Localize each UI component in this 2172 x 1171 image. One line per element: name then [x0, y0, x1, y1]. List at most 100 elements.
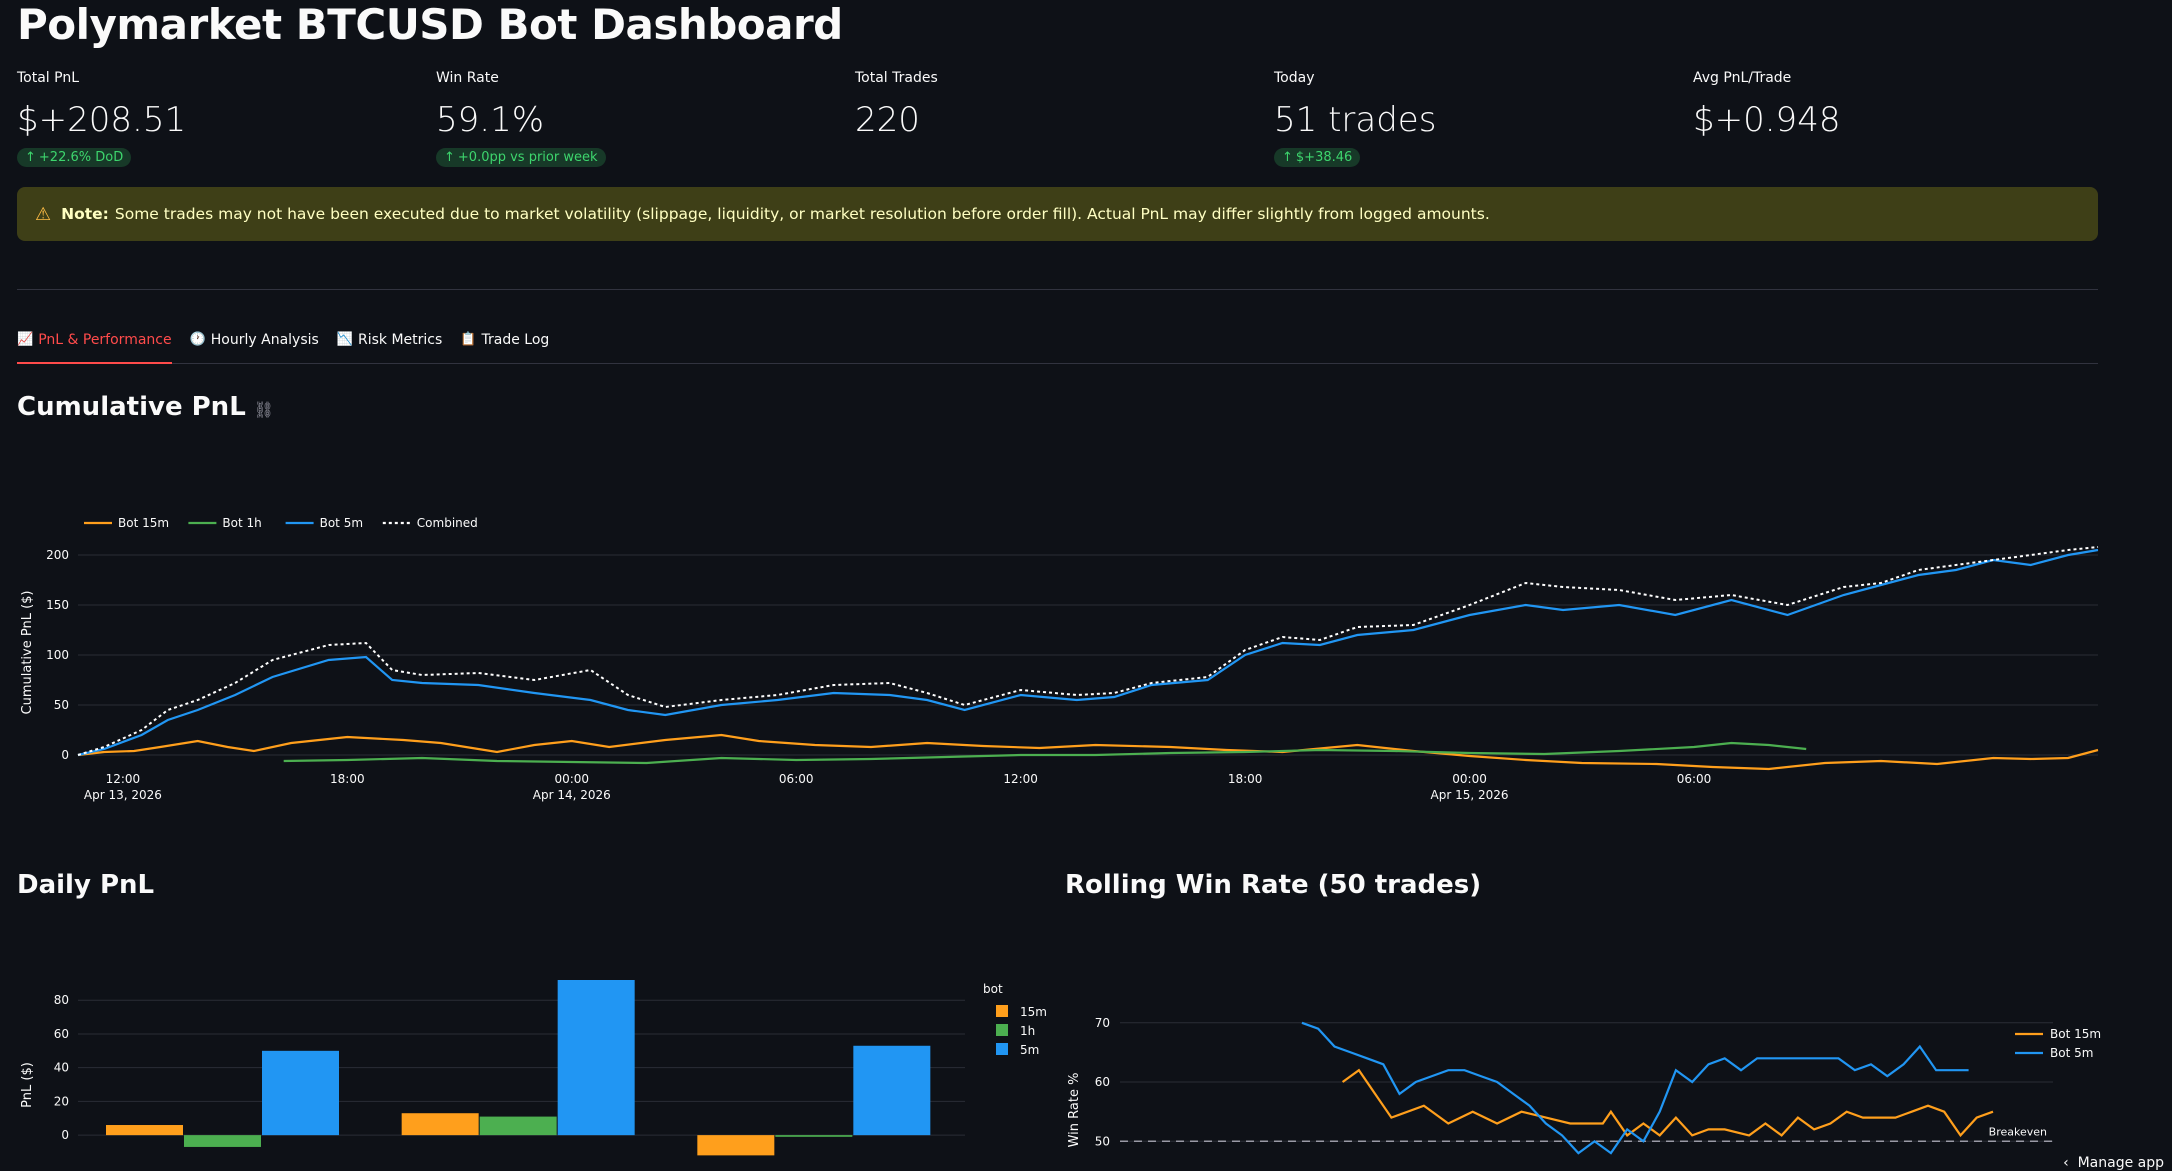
legend-swatch — [996, 1005, 1008, 1017]
legend-label: Bot 1h — [222, 516, 261, 530]
legend-swatch — [996, 1024, 1008, 1036]
link-icon[interactable]: ⛓ — [253, 400, 275, 419]
bar-5m — [557, 980, 635, 1136]
rolling-win-rate-chart[interactable]: 50 60 70 Win Rate % Breakeven Bot 15m Bot 5m — [1060, 1000, 2172, 1171]
legend-label: 1h — [1020, 1024, 1035, 1038]
x-tick-label: 06:00 — [1677, 772, 1712, 786]
legend-label: 15m — [1020, 1005, 1047, 1019]
x-tick-label: Apr 13, 2026 — [84, 788, 162, 802]
metric-label: Total Trades — [855, 70, 938, 86]
arrow-up-icon: ↑ — [444, 150, 455, 165]
metric-delta: ↑ $+38.46 — [1274, 148, 1361, 167]
volatility-warning: ⚠ Note: Some trades may not have been ex… — [17, 187, 2098, 241]
tab-label: Hourly Analysis — [210, 332, 319, 348]
y-axis-label: PnL ($) — [20, 1062, 35, 1108]
daily-pnl-chart[interactable]: 0 20 40 60 80 PnL ($) bot 15m 1h 5m — [0, 975, 1060, 1171]
legend-label: Bot 5m — [320, 516, 363, 530]
tab-pnl-performance[interactable]: 📈 PnL & Performance — [17, 326, 172, 364]
metric-today: Today 51 trades ↑ $+38.46 — [1274, 70, 1674, 167]
bar-5m — [853, 1045, 931, 1136]
legend-label: Bot 5m — [2050, 1046, 2093, 1060]
chart-increasing-icon: 📈 — [17, 332, 34, 347]
legend-title: bot — [983, 982, 1003, 996]
metric-delta-text: +0.0pp vs prior week — [457, 150, 598, 165]
chevron-left-icon: ‹ — [2063, 1155, 2069, 1171]
y-tick-label: 50 — [54, 698, 69, 712]
clock-icon: 🕐 — [189, 332, 206, 347]
metric-delta-text: +22.6% DoD — [38, 150, 124, 165]
x-tick-label: 18:00 — [1228, 772, 1263, 786]
rolling-win-rate-heading: Rolling Win Rate (50 trades) — [1065, 870, 1482, 900]
bar-1h — [479, 1116, 557, 1136]
metric-value: 220 — [855, 100, 920, 140]
series-line-bot-15m — [1341, 1068, 1994, 1138]
metric-delta: ↑ +0.0pp vs prior week — [436, 148, 606, 167]
y-tick-label: 60 — [1095, 1075, 1110, 1089]
metric-label: Win Rate — [436, 70, 499, 86]
y-tick-label: 150 — [46, 598, 69, 612]
divider — [17, 289, 2098, 290]
y-axis-label: Win Rate % — [1067, 1073, 1082, 1148]
warning-text: Some trades may not have been executed d… — [114, 205, 1490, 223]
bar-15m — [106, 1125, 183, 1136]
bar-1h — [184, 1135, 261, 1147]
legend-swatch — [996, 1043, 1008, 1055]
arrow-up-icon: ↑ — [1282, 150, 1293, 165]
cumulative-pnl-chart[interactable]: 0 50 100 150 200 Cumulative PnL ($) 12:00 Apr 1… — [0, 500, 2110, 810]
metric-total-trades: Total Trades 220 — [855, 70, 1255, 140]
y-axis-label: Cumulative PnL ($) — [20, 591, 35, 715]
bar-15m — [401, 1113, 479, 1136]
metric-value: $+208.51 — [17, 100, 187, 140]
metric-label: Today — [1274, 70, 1315, 86]
metric-value: $+0.948 — [1693, 100, 1841, 140]
legend-label: 5m — [1020, 1043, 1039, 1057]
legend-label: Bot 15m — [118, 516, 169, 530]
metric-delta: ↑ +22.6% DoD — [17, 148, 132, 167]
arrow-up-icon: ↑ — [25, 150, 36, 165]
x-tick-label: 12:00 — [106, 772, 141, 786]
metric-delta-text: $+38.46 — [1295, 150, 1353, 165]
bar-5m — [262, 1050, 339, 1136]
tab-trade-log[interactable]: 📋 Trade Log — [460, 326, 549, 364]
x-tick-label: 12:00 — [1003, 772, 1038, 786]
series-line-combined — [77, 546, 2099, 756]
y-tick-label: 80 — [54, 993, 69, 1007]
metric-value: 59.1% — [436, 100, 545, 140]
series-line-bot-5m — [77, 548, 2099, 757]
bar-1h — [775, 1135, 853, 1137]
metric-total-pnl: Total PnL $+208.51 ↑ +22.6% DoD — [17, 70, 417, 167]
y-tick-label: 70 — [1095, 1016, 1110, 1030]
clipboard-icon: 📋 — [460, 332, 477, 347]
y-tick-label: 20 — [54, 1094, 69, 1108]
legend-label: Combined — [417, 516, 478, 530]
tab-risk-metrics[interactable]: 📉 Risk Metrics — [337, 326, 442, 364]
series-line-bot-1h — [283, 741, 1807, 765]
tab-label: PnL & Performance — [38, 332, 172, 348]
bar-15m — [697, 1135, 775, 1156]
daily-pnl-heading: Daily PnL — [17, 870, 155, 900]
metric-win-rate: Win Rate 59.1% ↑ +0.0pp vs prior week — [436, 70, 836, 167]
chart-decreasing-icon: 📉 — [336, 332, 353, 347]
page-title: Polymarket BTCUSD Bot Dashboard — [17, 0, 843, 49]
metric-value: 51 trades — [1274, 100, 1437, 140]
warning-bold: Note: — [61, 205, 109, 223]
metric-avg-pnl: Avg PnL/Trade $+0.948 — [1693, 70, 2093, 140]
breakeven-label: Breakeven — [1989, 1125, 2047, 1138]
y-tick-label: 100 — [46, 648, 69, 662]
y-tick-label: 200 — [46, 548, 69, 562]
cumulative-pnl-heading: Cumulative PnL ⛓ — [17, 392, 274, 422]
x-tick-label: 06:00 — [779, 772, 814, 786]
metric-label: Total PnL — [17, 70, 80, 86]
series-line-bot-5m — [1301, 1021, 1969, 1155]
x-tick-label: Apr 14, 2026 — [533, 788, 611, 802]
manage-app-button[interactable]: ‹ Manage app — [2063, 1155, 2164, 1171]
legend-label: Bot 15m — [2050, 1027, 2101, 1041]
x-tick-label: 18:00 — [330, 772, 365, 786]
y-tick-label: 40 — [54, 1061, 69, 1075]
y-tick-label: 50 — [1095, 1134, 1110, 1148]
section-title: Cumulative PnL — [17, 392, 246, 422]
x-tick-label: Apr 15, 2026 — [1431, 788, 1509, 802]
tab-hourly-analysis[interactable]: 🕐 Hourly Analysis — [190, 326, 319, 364]
manage-app-label: Manage app — [2077, 1155, 2164, 1171]
